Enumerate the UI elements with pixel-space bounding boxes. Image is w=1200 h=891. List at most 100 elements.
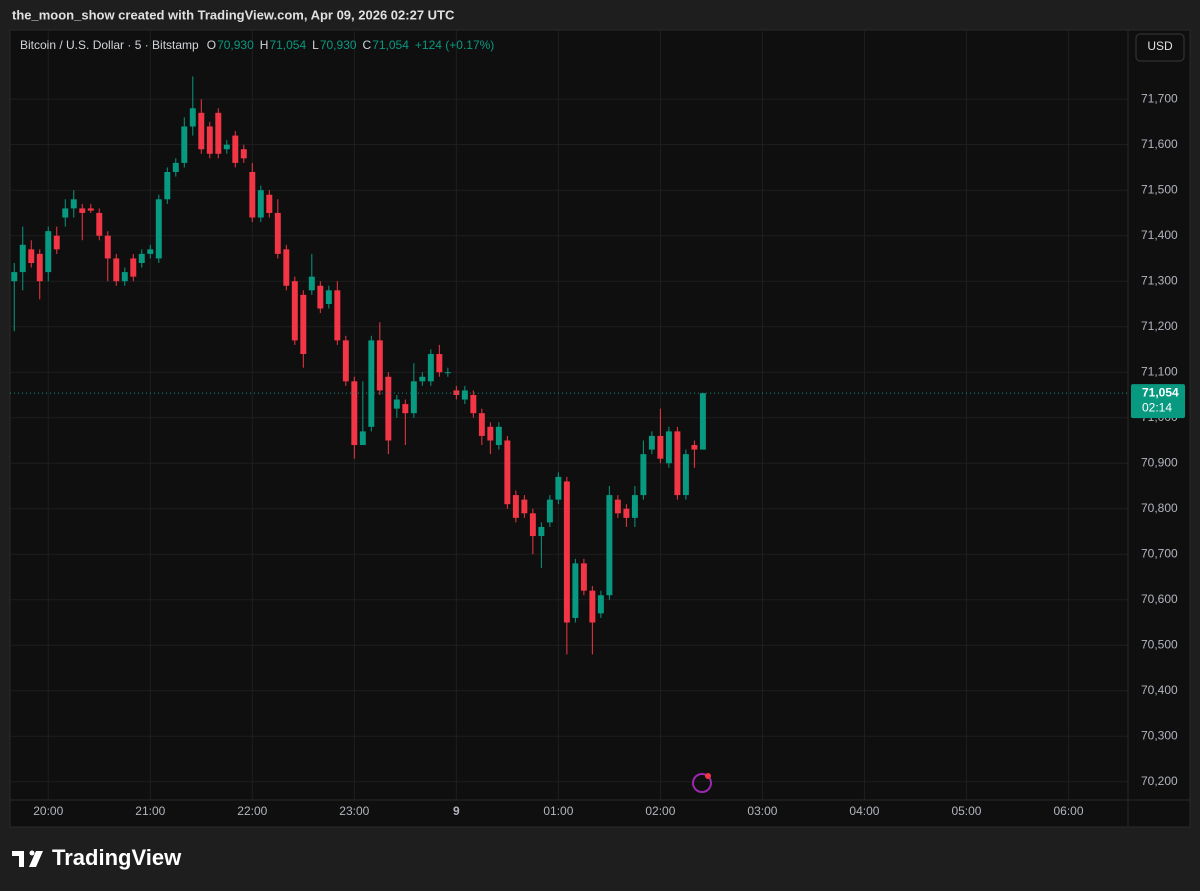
candle-body — [96, 212, 103, 236]
legend-value: 70,930 — [217, 38, 254, 52]
candle-body — [623, 508, 630, 518]
candle-body — [138, 253, 145, 264]
candle-body — [657, 435, 664, 459]
candle-body — [470, 394, 477, 414]
logo-icon — [692, 773, 712, 793]
candle-body — [478, 413, 485, 436]
legend: Bitcoin / U.S. Dollar · 5 · Bitstamp O 70… — [20, 38, 494, 52]
chart-panel — [9, 29, 1191, 828]
y-tick-label: 70,400 — [1141, 683, 1178, 697]
x-tick-label: 02:00 — [645, 804, 675, 818]
candle-body — [300, 294, 307, 355]
y-tick-label: 71,400 — [1141, 228, 1178, 242]
y-tick-label: 71,600 — [1141, 137, 1178, 151]
x-tick-label: 22:00 — [237, 804, 267, 818]
candle-body — [563, 481, 570, 623]
candle-body — [538, 526, 545, 537]
candle-body — [130, 258, 137, 277]
candle-body — [28, 249, 35, 264]
candle-body — [606, 495, 613, 596]
candle-body — [19, 244, 26, 273]
y-tick-label: 70,500 — [1141, 637, 1178, 651]
header-text: the_moon_show created with TradingView.c… — [12, 7, 455, 22]
legend-key: H — [260, 38, 269, 52]
y-tick-label: 71,700 — [1141, 91, 1178, 105]
candle-body — [232, 135, 239, 163]
y-tick-label: 70,800 — [1141, 501, 1178, 515]
candle-body — [223, 144, 230, 150]
candle-body — [444, 372, 451, 374]
candle-body — [79, 208, 86, 213]
candle-body — [648, 435, 655, 450]
candle-body — [342, 340, 349, 382]
candle-body — [53, 235, 60, 250]
logo-dot — [29, 850, 35, 856]
candle-body — [393, 399, 400, 409]
x-tick-label: 05:00 — [951, 804, 981, 818]
candle-body — [521, 499, 528, 514]
candle-body — [589, 590, 596, 623]
x-tick-label: 20:00 — [33, 804, 63, 818]
candle-body — [572, 563, 579, 618]
logo-bar — [12, 851, 24, 856]
candle-body — [113, 258, 120, 282]
x-tick-label: 23:00 — [339, 804, 369, 818]
x-tick-label: 04:00 — [849, 804, 879, 818]
candle-body — [62, 208, 69, 218]
candle-body — [699, 393, 706, 450]
x-tick-label: 21:00 — [135, 804, 165, 818]
candle-body — [11, 272, 18, 282]
candle-body — [317, 285, 324, 309]
candle-body — [87, 208, 94, 211]
candle-body — [555, 476, 562, 500]
candle-body — [257, 190, 264, 218]
candle-body — [410, 381, 417, 414]
candle-body — [325, 290, 332, 304]
x-tick-label: 06:00 — [1053, 804, 1083, 818]
candle-body — [512, 495, 519, 518]
candle-body — [427, 354, 434, 382]
candle-body — [164, 171, 171, 200]
y-tick-label: 71,200 — [1141, 319, 1178, 333]
legend-key: C — [363, 38, 372, 52]
currency-label[interactable]: USD — [1147, 39, 1173, 53]
candle-body — [172, 162, 179, 172]
candle-body — [674, 431, 681, 496]
candle-body — [198, 112, 205, 150]
candle-body — [181, 126, 188, 163]
legend-value: 71,054 — [372, 38, 409, 52]
candle-body — [368, 340, 375, 427]
candle-body — [308, 276, 315, 291]
candle-body — [504, 440, 511, 505]
legend-value: +124 (+0.17%) — [415, 38, 494, 52]
candles — [11, 76, 706, 655]
legend-key: O — [207, 38, 216, 52]
icon-dot — [705, 773, 711, 779]
candle-body — [665, 431, 672, 464]
candle-body — [495, 426, 502, 446]
legend-key: L — [312, 38, 319, 52]
last-price-box — [1131, 384, 1185, 419]
candle-body — [266, 194, 273, 213]
y-tick-label: 70,300 — [1141, 728, 1178, 742]
x-tick-label: 03:00 — [747, 804, 777, 818]
candle-body — [461, 390, 468, 400]
candle-body — [529, 513, 536, 537]
candle-body — [682, 454, 689, 496]
candle-body — [45, 231, 52, 273]
candle-body — [147, 249, 154, 254]
logo-stem — [19, 851, 24, 867]
logo-slash — [29, 851, 43, 867]
footer-logo: TradingView — [12, 845, 182, 870]
candle-body — [419, 376, 426, 382]
candle-body — [580, 563, 587, 591]
candle-body — [640, 454, 647, 496]
candle-body — [206, 126, 213, 154]
countdown-label: 02:14 — [1142, 400, 1172, 414]
candle-body — [385, 376, 392, 441]
y-tick-label: 71,300 — [1141, 273, 1178, 287]
candle-body — [453, 390, 460, 395]
currency-button[interactable] — [1135, 33, 1185, 62]
candle-body — [631, 495, 638, 518]
